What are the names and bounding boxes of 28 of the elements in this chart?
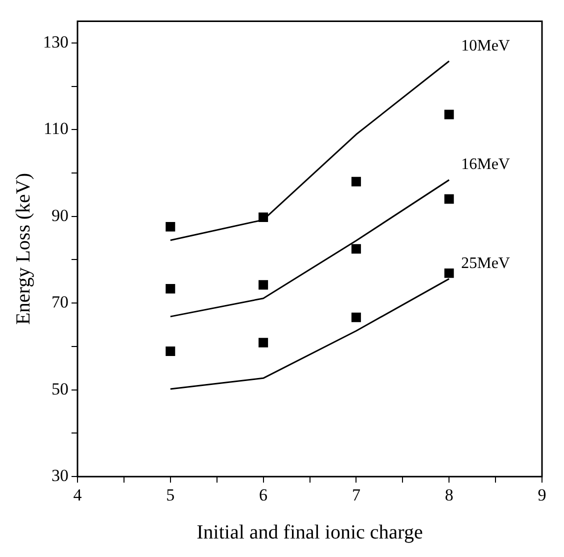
series-label: 25MeV bbox=[461, 255, 510, 272]
y-tick-label: 70 bbox=[52, 292, 68, 312]
x-tick-label: 8 bbox=[444, 485, 454, 504]
y-tick-label: 90 bbox=[52, 206, 68, 225]
y-tick-label: 50 bbox=[52, 379, 68, 398]
point bbox=[351, 176, 361, 186]
x-tick-label: 9 bbox=[538, 485, 546, 504]
point bbox=[258, 338, 268, 348]
point bbox=[444, 110, 454, 120]
point bbox=[351, 312, 361, 322]
point bbox=[351, 244, 361, 254]
x-axis-title: Initial and final ionic charge bbox=[196, 521, 423, 544]
y-tick-label: 130 bbox=[43, 32, 68, 52]
point bbox=[444, 268, 454, 278]
y-axis-title: Energy Loss (keV) bbox=[12, 172, 34, 325]
series-label: 10MeV bbox=[461, 37, 510, 54]
point bbox=[166, 346, 176, 356]
y-tick-label: 110 bbox=[44, 119, 68, 138]
x-tick-label: 7 bbox=[352, 485, 361, 504]
x-tick-label: 5 bbox=[166, 485, 175, 504]
x-tick-label: 4 bbox=[73, 485, 82, 504]
point bbox=[166, 284, 176, 294]
y-tick-label: 30 bbox=[52, 466, 68, 486]
x-tick-label: 6 bbox=[259, 485, 268, 504]
point bbox=[258, 280, 268, 290]
series-label: 16MeV bbox=[461, 156, 510, 174]
point bbox=[444, 194, 454, 204]
point bbox=[166, 222, 176, 232]
